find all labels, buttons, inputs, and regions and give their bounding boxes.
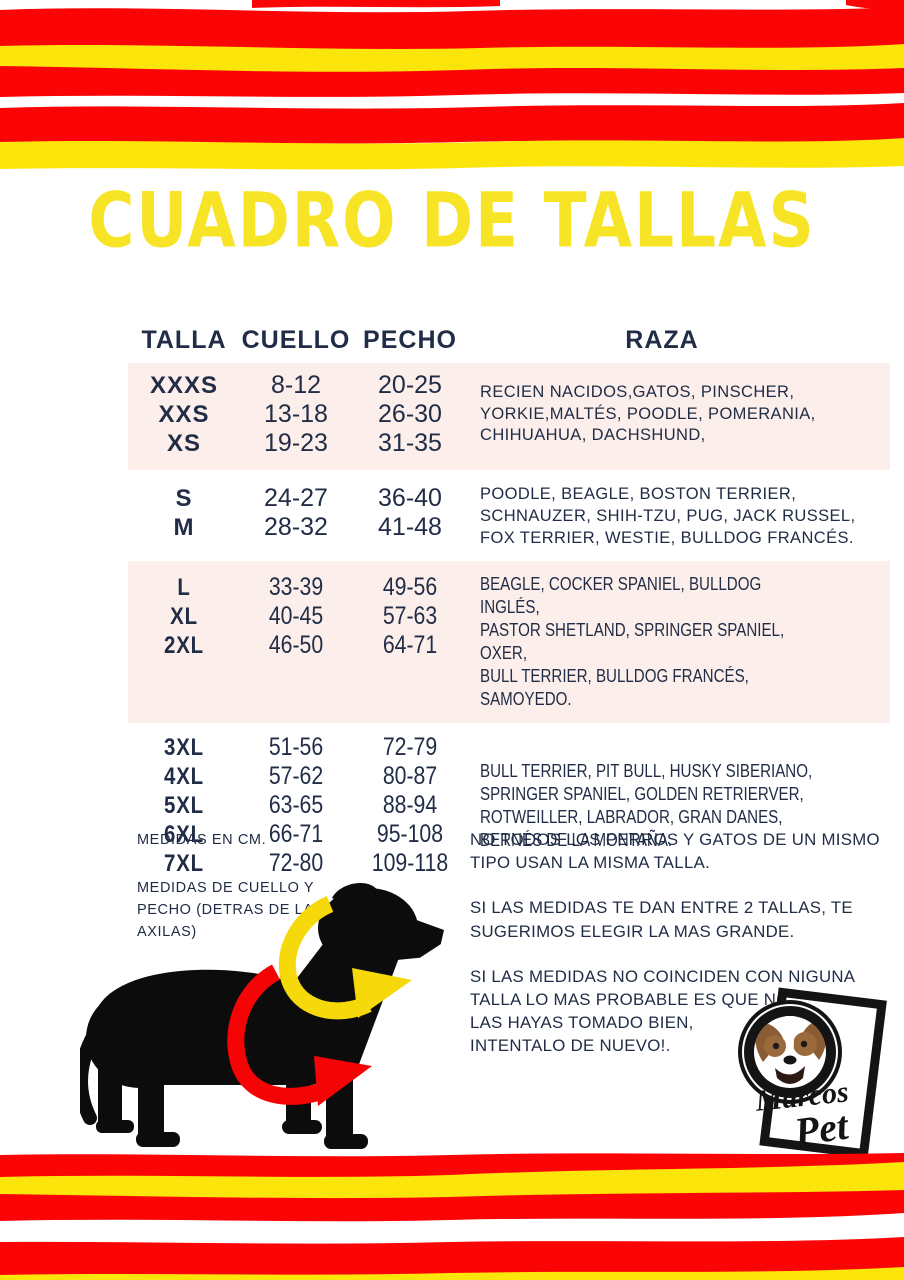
chest-value: 20-25 xyxy=(378,371,442,399)
neck-value: 19-23 xyxy=(264,429,328,457)
breed-list: BULL TERRIER, PIT BULL, HUSKY SIBERIANO,… xyxy=(480,760,813,851)
size-group-xxxs-xs: XXXS 8-12 20-25 XXS 13-18 26-30 XS 19-23… xyxy=(128,363,890,470)
table-row: L 33-39 49-56 xyxy=(128,573,468,602)
chest-value: 26-30 xyxy=(378,400,442,428)
chest-value: 49-56 xyxy=(382,573,438,602)
breed-list: POODLE, BEAGLE, BOSTON TERRIER, SCHNAUZE… xyxy=(480,485,856,547)
neck-value: 51-56 xyxy=(268,733,324,762)
dog-mouth-notch xyxy=(418,942,444,962)
neck-value: 24-27 xyxy=(264,484,328,512)
header-raza: RAZA xyxy=(625,326,699,354)
neck-value: 33-39 xyxy=(268,573,324,602)
bottom-brush-stripes xyxy=(0,1153,904,1280)
neck-value: 66-71 xyxy=(268,820,324,849)
table-header-row: TALLA CUELLO PECHO RAZA xyxy=(128,326,890,355)
table-row: M 28-32 41-48 xyxy=(128,513,468,542)
size-label: 4XL xyxy=(164,763,204,791)
size-label: XS xyxy=(166,430,201,457)
table-row: 7XL 72-80 109-118 xyxy=(128,849,468,878)
dog-silhouette-illustration xyxy=(80,882,444,1149)
size-label: 7XL xyxy=(164,850,204,878)
marcos-pet-logo: Marcos Pet xyxy=(738,987,887,1159)
chest-value: 72-79 xyxy=(382,733,438,762)
chest-value: 88-94 xyxy=(382,791,438,820)
size-label: 3XL xyxy=(164,734,204,762)
advice-paragraph: SI LAS MEDIDAS NO COINCIDEN CON NIGUNA T… xyxy=(470,966,856,1056)
sizing-advice-notes: NO TODOS LOS PERROS Y GATOS DE UN MISMO … xyxy=(470,828,900,1079)
size-group-s-m: S 24-27 36-40 M 28-32 41-48 POODLE, BEAG… xyxy=(128,484,890,549)
chest-value: 36-40 xyxy=(378,484,442,512)
logo-dog-photo xyxy=(738,1000,842,1104)
size-label: XXS xyxy=(158,401,210,428)
size-label: XL xyxy=(170,603,198,631)
table-row: XXS 13-18 26-30 xyxy=(128,400,468,429)
size-label: 5XL xyxy=(164,792,204,820)
neck-value: 63-65 xyxy=(268,791,324,820)
neck-value: 46-50 xyxy=(268,631,324,660)
chest-value: 80-87 xyxy=(382,762,438,791)
page-title: CUADRO DE TALLAS xyxy=(88,178,816,266)
chest-value: 109-118 xyxy=(371,849,449,878)
chest-value: 41-48 xyxy=(378,513,442,541)
top-brush-stripes xyxy=(0,0,904,170)
neck-measure-arrow-icon xyxy=(278,896,412,1020)
breed-list: RECIEN NACIDOS,GATOS, PINSCHER, YORKIE,M… xyxy=(480,382,816,445)
size-label: 6XL xyxy=(164,821,204,849)
neck-value: 8-12 xyxy=(270,371,322,399)
logo-text-line2: Pet xyxy=(791,1102,853,1154)
size-group-3xl-7xl: 3XL 51-56 72-79 4XL 57-62 80-87 5XL 63-6… xyxy=(128,733,890,878)
size-label: M xyxy=(173,514,195,541)
size-label: 2XL xyxy=(164,632,204,660)
size-group-l-2xl: L 33-39 49-56 XL 40-45 57-63 2XL 46-50 6… xyxy=(128,561,890,724)
neck-value: 40-45 xyxy=(268,602,324,631)
table-row: 5XL 63-65 88-94 xyxy=(128,791,468,820)
neck-value: 13-18 xyxy=(264,400,328,428)
table-row: S 24-27 36-40 xyxy=(128,484,468,513)
size-table: TALLA CUELLO PECHO RAZA XXXS 8-12 20-25 … xyxy=(128,326,890,878)
chest-measure-arrow-icon xyxy=(227,964,372,1106)
neck-value: 28-32 xyxy=(264,513,328,541)
table-row: XS 19-23 31-35 xyxy=(128,429,468,458)
table-row: 3XL 51-56 72-79 xyxy=(128,733,468,762)
chest-value: 57-63 xyxy=(382,602,438,631)
chest-value: 64-71 xyxy=(382,631,438,660)
chest-value: 95-108 xyxy=(376,820,444,849)
advice-paragraph: NO TODOS LOS PERROS Y GATOS DE UN MISMO … xyxy=(470,830,880,873)
units-note: MEDIDAS EN CM. xyxy=(137,832,267,848)
size-label: L xyxy=(177,574,191,602)
table-row: XL 40-45 57-63 xyxy=(128,602,468,631)
table-row: 6XL 66-71 95-108 xyxy=(128,820,468,849)
neck-value: 57-62 xyxy=(268,762,324,791)
table-row: XXXS 8-12 20-25 xyxy=(128,371,468,400)
table-row: 2XL 46-50 64-71 xyxy=(128,631,468,660)
header-talla: TALLA xyxy=(141,326,227,354)
measure-instructions-note: MEDIDAS DE CUELLO Y PECHO (DETRAS DE LAS… xyxy=(137,880,324,940)
chest-value: 31-35 xyxy=(378,429,442,457)
table-row: 4XL 57-62 80-87 xyxy=(128,762,468,791)
size-label: S xyxy=(175,485,193,512)
advice-paragraph: SI LAS MEDIDAS TE DAN ENTRE 2 TALLAS, TE… xyxy=(470,898,853,941)
breed-list: BEAGLE, COCKER SPANIEL, BULLDOG INGLÉS, … xyxy=(480,574,785,710)
neck-value: 72-80 xyxy=(268,849,324,878)
header-pecho: PECHO xyxy=(363,326,457,354)
header-cuello: CUELLO xyxy=(241,326,351,354)
size-label: XXXS xyxy=(149,372,219,399)
